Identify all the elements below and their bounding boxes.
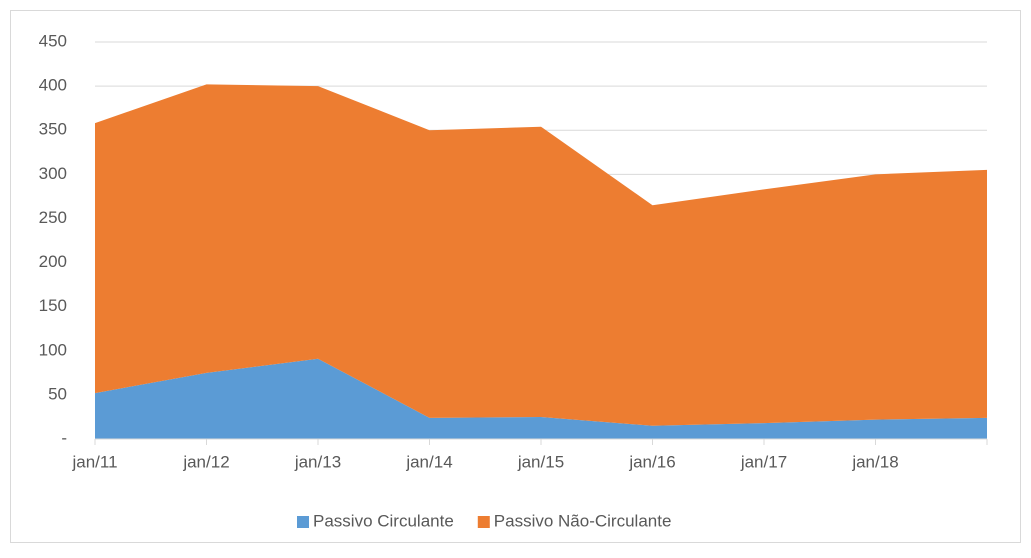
y-tick-label: 350 — [39, 120, 67, 139]
legend-label: Passivo Não-Circulante — [494, 511, 672, 530]
x-tick-label: jan/12 — [182, 452, 229, 471]
y-tick-label: 450 — [39, 31, 67, 50]
x-tick-label: jan/13 — [294, 452, 341, 471]
legend-swatch — [297, 516, 309, 528]
legend-swatch — [477, 516, 490, 528]
y-tick-label: 400 — [39, 76, 67, 95]
x-tick-label: jan/14 — [405, 452, 452, 471]
x-tick-label: jan/15 — [517, 452, 564, 471]
y-tick-label: 300 — [39, 164, 67, 183]
y-tick-label: 200 — [39, 252, 67, 271]
x-tick-label: jan/17 — [740, 452, 787, 471]
y-tick-label: 50 — [48, 384, 67, 403]
legend-label: Passivo Circulante — [313, 511, 454, 530]
y-tick-label: 150 — [39, 296, 67, 315]
x-tick-label: jan/16 — [628, 452, 675, 471]
area — [95, 84, 987, 426]
x-tick-label: jan/11 — [71, 452, 117, 471]
y-tick-label: 100 — [39, 340, 67, 359]
y-tick-label: 250 — [39, 208, 67, 227]
area — [95, 358, 987, 439]
x-tick-label: jan/18 — [851, 452, 898, 471]
y-tick-label: - — [61, 428, 67, 447]
